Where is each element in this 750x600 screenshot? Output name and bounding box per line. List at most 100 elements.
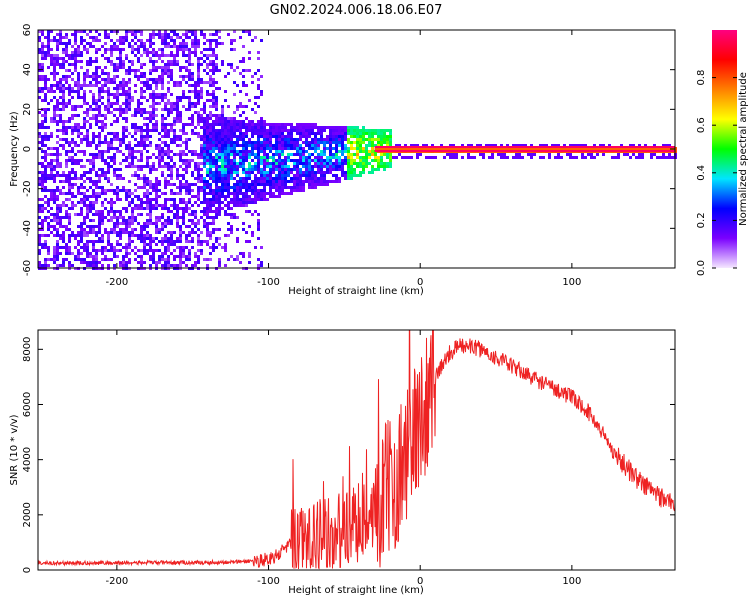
spectrogram-cell	[389, 135, 392, 138]
spectrogram-cell	[146, 177, 149, 180]
spectrogram-cell	[242, 69, 245, 72]
spectrogram-cell	[359, 144, 362, 147]
spectrogram-cell	[122, 228, 125, 231]
spectrogram-cell	[59, 81, 62, 84]
spectrogram-cell	[323, 171, 326, 174]
spectrogram-cell	[62, 42, 65, 45]
spectrogram-cell	[380, 144, 383, 147]
spectrogram-cell	[215, 165, 218, 168]
spectrogram-cell	[218, 120, 221, 123]
spectrogram-cell	[41, 243, 44, 246]
spectrogram-cell	[110, 183, 113, 186]
spectrogram-cell	[179, 69, 182, 72]
spectrogram-cell	[95, 252, 98, 255]
spectrogram-cell	[329, 156, 332, 159]
spectrogram-cell	[359, 129, 362, 132]
spectrogram-cell	[89, 168, 92, 171]
spectrogram-cell	[305, 171, 308, 174]
spectrogram-cell	[317, 144, 320, 147]
spectrogram-cell	[344, 135, 347, 138]
y-tick-label: -60	[22, 260, 33, 276]
spectrogram-cell	[209, 48, 212, 51]
spectrogram-cell	[341, 132, 344, 135]
spectrogram-cell	[233, 165, 236, 168]
spectrogram-cell	[557, 153, 560, 156]
spectrogram-cell	[506, 156, 509, 159]
spectrogram-cell	[275, 174, 278, 177]
spectrogram-cell	[74, 57, 77, 60]
spectrogram-cell	[167, 69, 170, 72]
spectrogram-cell	[293, 186, 296, 189]
spectrogram-cell	[77, 132, 80, 135]
spectrogram-cell	[305, 135, 308, 138]
spectrogram-cell	[275, 183, 278, 186]
spectrogram-cell	[182, 126, 185, 129]
spectrogram-cell	[218, 192, 221, 195]
spectrogram-cell	[86, 48, 89, 51]
spectrogram-cell	[257, 84, 260, 87]
spectrogram-cell	[122, 39, 125, 42]
spectrogram-cell	[323, 159, 326, 162]
spectrogram-cell	[260, 195, 263, 198]
spectrogram-cell	[137, 234, 140, 237]
spectrogram-cell	[107, 93, 110, 96]
spectrogram-cell	[191, 102, 194, 105]
spectrogram-cell	[224, 180, 227, 183]
spectrogram-cell	[359, 162, 362, 165]
spectrogram-cell	[452, 156, 455, 159]
spectrogram-cell	[131, 159, 134, 162]
spectrogram-cell	[248, 162, 251, 165]
spectrogram-cell	[125, 57, 128, 60]
spectrogram-cell	[320, 153, 323, 156]
spectrogram-cell	[245, 135, 248, 138]
spectrogram-cell	[233, 120, 236, 123]
spectrogram-cell	[353, 135, 356, 138]
spectrogram-cell	[200, 168, 203, 171]
spectrogram-cell	[107, 111, 110, 114]
spectrogram-cell	[74, 177, 77, 180]
spectrogram-cell	[161, 156, 164, 159]
spectrogram-cell	[116, 96, 119, 99]
spectrogram-cell	[53, 177, 56, 180]
spectrogram-cell	[104, 177, 107, 180]
spectrogram-cell	[113, 192, 116, 195]
spectrogram-cell	[215, 240, 218, 243]
spectrogram-cell	[128, 90, 131, 93]
spectrogram-cell	[92, 258, 95, 261]
spectrogram-cell	[293, 189, 296, 192]
spectrogram-cell	[185, 207, 188, 210]
spectrogram-cell	[260, 171, 263, 174]
spectrogram-cell	[302, 165, 305, 168]
spectrogram-cell	[38, 30, 41, 33]
spectrogram-cell	[215, 213, 218, 216]
spectrogram-cell	[215, 108, 218, 111]
spectrogram-cell	[62, 240, 65, 243]
spectrogram-cell	[44, 174, 47, 177]
spectrogram-cell	[209, 252, 212, 255]
spectrogram-cell	[149, 96, 152, 99]
spectrogram-cell	[107, 201, 110, 204]
spectrogram-cell	[158, 255, 161, 258]
spectrogram-cell	[188, 30, 191, 33]
spectrogram-cell	[119, 48, 122, 51]
spectrogram-cell	[68, 144, 71, 147]
spectrogram-cell	[167, 129, 170, 132]
spectrogram-cell	[107, 36, 110, 39]
spectrogram-cell	[212, 180, 215, 183]
spectrogram-cell	[137, 186, 140, 189]
spectrogram-cell	[197, 186, 200, 189]
spectrogram-cell	[305, 129, 308, 132]
spectrogram-cell	[326, 147, 329, 150]
spectrogram-cell	[311, 165, 314, 168]
spectrogram-cell	[206, 66, 209, 69]
spectrogram-cell	[161, 39, 164, 42]
spectrogram-cell	[44, 261, 47, 264]
x-tick-label: -200	[106, 277, 129, 288]
spectrogram-cell	[236, 108, 239, 111]
spectrogram-cell	[98, 228, 101, 231]
spectrogram-cell	[365, 162, 368, 165]
spectrogram-cell	[302, 183, 305, 186]
spectrogram-cell	[50, 87, 53, 90]
spectrogram-cell	[326, 183, 329, 186]
spectrogram-cell	[251, 201, 254, 204]
